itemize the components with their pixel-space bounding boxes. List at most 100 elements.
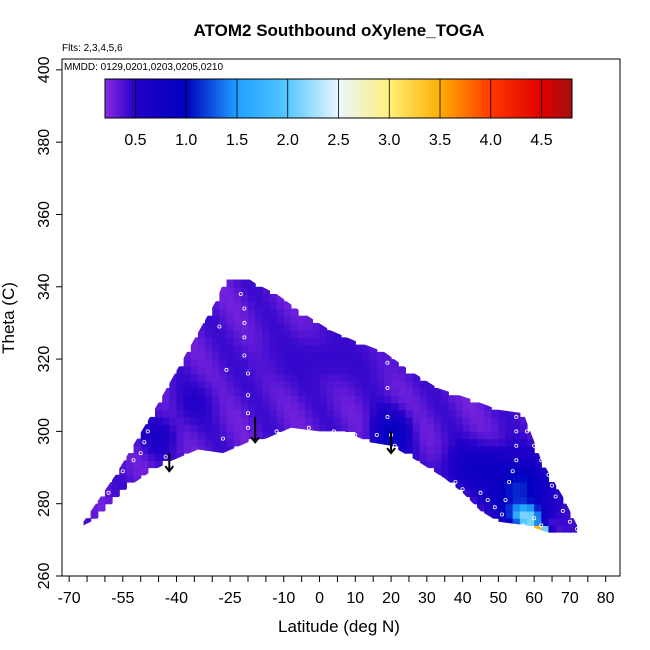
field-cell xyxy=(290,344,299,353)
field-cell xyxy=(326,424,335,432)
field-cell xyxy=(383,438,392,447)
field-cell xyxy=(369,380,378,389)
sample-point xyxy=(385,385,390,390)
field-cell xyxy=(176,402,185,411)
field-cell xyxy=(255,351,263,360)
field-cell xyxy=(355,395,364,404)
field-cell xyxy=(376,359,385,367)
field-cell xyxy=(219,416,228,425)
field-cell xyxy=(83,518,92,526)
arrow xyxy=(386,431,396,455)
field-cell xyxy=(319,322,328,331)
field-cell xyxy=(505,431,514,440)
colorbar-tick-label: 2.0 xyxy=(277,132,299,149)
field-cell xyxy=(448,424,457,432)
field-cell xyxy=(491,482,499,490)
field-cell xyxy=(448,474,457,483)
field-cell xyxy=(412,453,421,461)
field-cell xyxy=(255,416,263,425)
field-cell xyxy=(197,366,206,375)
field-cell xyxy=(383,373,392,382)
field-cell xyxy=(534,518,542,526)
field-cell xyxy=(476,431,485,440)
field-cell xyxy=(505,438,514,447)
arrow-head xyxy=(164,465,175,473)
field-cell xyxy=(248,315,256,324)
sample-point xyxy=(507,479,512,484)
field-cell xyxy=(527,482,535,490)
field-cell xyxy=(269,380,278,389)
field-cell xyxy=(348,409,356,418)
field-cell xyxy=(369,409,378,418)
field-cell xyxy=(305,395,313,404)
field-cell xyxy=(248,388,256,396)
field-cell xyxy=(541,518,550,526)
field-cell xyxy=(197,330,206,338)
sample-point xyxy=(546,472,551,477)
field-cell xyxy=(140,424,149,432)
field-cell xyxy=(398,409,406,418)
sample-point xyxy=(485,498,490,503)
field-cell xyxy=(212,301,220,310)
field-cell xyxy=(462,467,471,476)
x-tick-label: 50 xyxy=(489,590,507,607)
field-cell xyxy=(476,453,485,461)
field-cell xyxy=(455,395,464,404)
field-cell xyxy=(391,388,399,396)
field-cell xyxy=(519,460,528,469)
field-cell xyxy=(441,395,449,404)
sample-points xyxy=(106,266,580,532)
field-cell xyxy=(491,445,499,454)
field-cell xyxy=(434,409,442,418)
field-cell xyxy=(269,351,278,360)
field-cell xyxy=(298,351,306,360)
field-cell xyxy=(147,431,156,440)
field-cell xyxy=(534,460,542,469)
field-cell xyxy=(155,460,163,469)
field-cell xyxy=(505,409,514,418)
field-cell xyxy=(476,409,485,418)
field-cell xyxy=(290,359,299,367)
field-cell xyxy=(212,373,220,382)
field-cell xyxy=(498,518,507,526)
sample-point xyxy=(514,443,519,448)
field-cell xyxy=(248,416,256,425)
field-cell xyxy=(312,416,321,425)
field-cell xyxy=(419,445,428,454)
field-cell xyxy=(262,366,271,375)
field-cell xyxy=(341,388,349,396)
field-cell xyxy=(512,510,521,519)
field-cell xyxy=(448,431,457,440)
field-cell xyxy=(519,424,528,432)
y-tick-label: 300 xyxy=(36,418,53,445)
field-cell xyxy=(248,380,256,389)
field-cell xyxy=(527,496,535,505)
field-cell xyxy=(462,474,471,483)
field-cell xyxy=(527,518,535,526)
field-cell xyxy=(305,416,313,425)
field-cell xyxy=(548,482,557,490)
field-cell xyxy=(126,474,135,483)
y-tick-label: 380 xyxy=(36,129,53,156)
field-cell xyxy=(484,438,492,447)
field-cell xyxy=(305,359,313,367)
field-cell xyxy=(262,359,271,367)
field-cell xyxy=(212,315,220,324)
field-cell xyxy=(419,424,428,432)
field-cell xyxy=(348,395,356,404)
field-cell xyxy=(491,431,499,440)
field-cell xyxy=(119,467,127,476)
y-tick-label: 320 xyxy=(36,346,53,373)
field-cell xyxy=(283,322,292,331)
field-cell xyxy=(326,351,335,360)
sample-point xyxy=(453,479,458,484)
field-cell xyxy=(362,351,371,360)
field-cell xyxy=(197,402,206,411)
field-cell xyxy=(169,445,178,454)
field-cell xyxy=(312,330,321,338)
sample-point xyxy=(514,458,519,463)
field-cell xyxy=(419,395,428,404)
field-cell xyxy=(226,308,235,317)
field-cell xyxy=(262,409,271,418)
sample-point xyxy=(460,487,465,492)
